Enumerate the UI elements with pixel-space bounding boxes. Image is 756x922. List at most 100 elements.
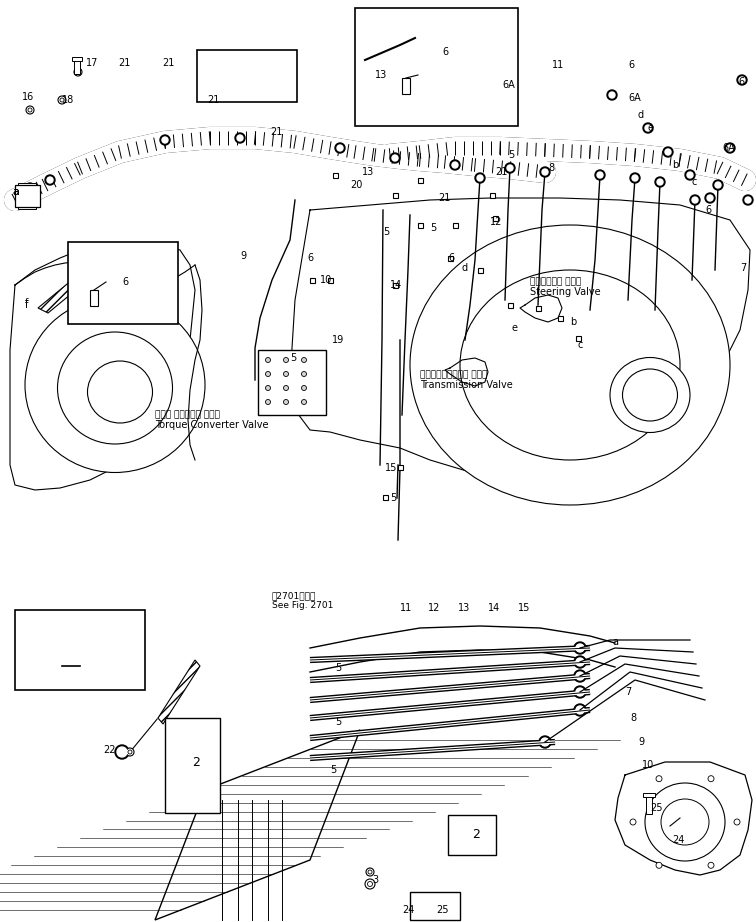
Circle shape [394,39,406,51]
Ellipse shape [88,361,153,423]
Text: 6: 6 [122,277,128,287]
Circle shape [713,180,723,190]
Circle shape [337,145,343,151]
Text: 6: 6 [705,205,711,215]
Circle shape [265,399,271,405]
Text: c: c [578,340,584,350]
Circle shape [692,197,698,203]
Text: 6A: 6A [502,80,515,90]
Bar [258,350,326,415]
Text: 13: 13 [458,603,470,613]
Text: d: d [462,263,468,273]
Circle shape [90,286,98,294]
Text: f: f [25,300,29,310]
Text: 5: 5 [330,765,336,775]
Circle shape [574,686,586,698]
Text: e: e [512,323,518,333]
Text: 11: 11 [552,60,564,70]
Text: For With Lock-up: For With Lock-up [20,623,96,632]
Ellipse shape [57,332,172,444]
Bar [646,796,652,814]
Text: 6: 6 [628,60,634,70]
Text: 適用号機: 適用号機 [73,246,94,255]
Text: ステアリング バルブ: ステアリング バルブ [530,278,581,287]
Text: 12: 12 [490,217,503,227]
Circle shape [412,35,418,41]
Bar [507,302,513,308]
Circle shape [160,135,170,145]
Text: 6: 6 [307,253,313,263]
Circle shape [576,672,584,680]
Text: Transmission Valve: Transmission Valve [420,380,513,390]
Text: 適用号機: 適用号機 [360,11,382,20]
Text: 21: 21 [207,95,219,105]
Text: 13: 13 [362,167,374,177]
Text: 5: 5 [383,227,389,237]
Bar [90,290,98,306]
Bar [398,466,402,470]
Circle shape [284,372,289,376]
Bar [535,305,541,311]
Circle shape [452,162,458,168]
Bar [453,222,457,228]
Circle shape [366,868,374,876]
Text: f: f [25,298,29,308]
Circle shape [128,750,132,754]
Circle shape [396,41,404,49]
Bar [165,718,220,813]
Circle shape [687,172,693,178]
Text: 6: 6 [442,47,448,57]
Bar [492,216,497,220]
Circle shape [737,75,747,85]
Circle shape [66,669,70,675]
Text: 21: 21 [438,193,451,203]
Text: 24: 24 [402,905,414,915]
Circle shape [574,670,586,682]
Text: 18: 18 [62,95,74,105]
Circle shape [507,165,513,171]
Circle shape [595,170,605,180]
Circle shape [284,385,289,391]
Circle shape [607,90,617,100]
Polygon shape [290,198,750,490]
Text: 25: 25 [650,803,662,813]
Text: 16: 16 [22,92,34,102]
Text: b: b [672,160,678,170]
Circle shape [65,657,71,663]
Circle shape [576,706,584,714]
Text: c: c [692,177,697,187]
Bar [448,815,496,855]
Text: a: a [12,187,19,197]
Circle shape [45,175,55,185]
Text: 15: 15 [385,463,398,473]
Text: 5: 5 [290,353,296,363]
Circle shape [666,826,674,834]
Bar [489,193,494,197]
Text: Steering Valve: Steering Valve [530,287,600,297]
Circle shape [335,143,345,153]
Bar [575,336,581,340]
Text: 6A: 6A [420,70,432,80]
Ellipse shape [25,298,205,472]
Circle shape [597,172,603,178]
Bar [478,267,482,273]
Text: 5: 5 [430,223,436,233]
Circle shape [265,385,271,391]
Text: ロックアップ付用: ロックアップ付用 [20,614,63,623]
Circle shape [284,358,289,362]
Circle shape [715,182,721,188]
Circle shape [27,185,33,191]
Text: 9: 9 [638,737,644,747]
Circle shape [189,797,195,803]
Text: 7: 7 [740,263,746,273]
Circle shape [630,819,636,825]
Circle shape [115,745,129,759]
Text: d: d [638,110,644,120]
Polygon shape [38,275,88,313]
Circle shape [663,147,673,157]
Circle shape [74,68,82,76]
Circle shape [632,175,638,181]
Circle shape [477,175,483,181]
Circle shape [302,358,306,362]
Polygon shape [155,730,360,920]
